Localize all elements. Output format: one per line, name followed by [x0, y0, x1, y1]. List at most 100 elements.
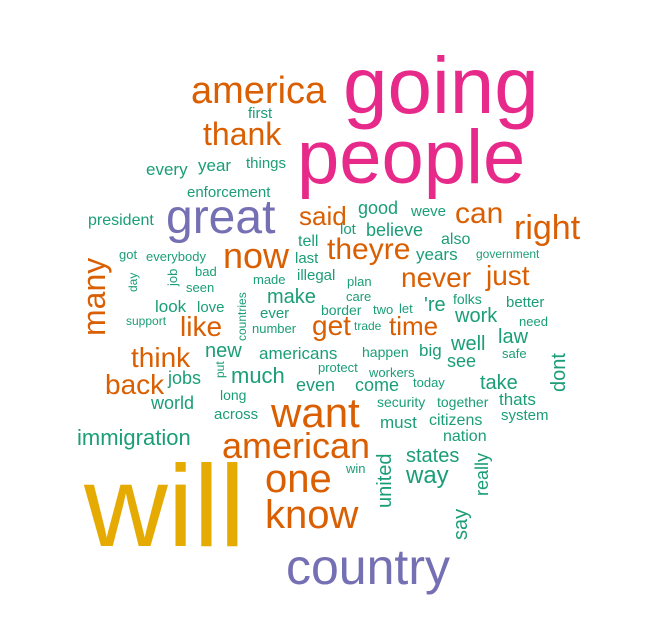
word-country: country	[286, 539, 450, 595]
word-good: good	[358, 198, 399, 218]
word-security: security	[377, 394, 426, 410]
word-lot: lot	[340, 221, 356, 238]
word-even: even	[296, 375, 336, 395]
word-government: government	[476, 247, 540, 261]
word-theyre: theyre	[327, 233, 411, 266]
word-things: things	[246, 155, 287, 172]
word-made: made	[253, 272, 286, 287]
word-seen: seen	[186, 280, 215, 295]
word-care: care	[346, 289, 372, 304]
word-way: way	[406, 462, 449, 489]
word-big: big	[419, 341, 442, 360]
word-nation: nation	[443, 428, 487, 445]
word-one: one	[265, 457, 332, 501]
word-win: win	[346, 461, 366, 476]
word-law: law	[498, 326, 529, 348]
word-world: world	[151, 393, 195, 413]
word-new: new	[205, 340, 242, 362]
word-years: years	[416, 245, 458, 264]
word-countries: countries	[235, 292, 249, 341]
word-jobs: jobs	[168, 368, 202, 388]
word-workers: workers	[369, 365, 415, 380]
word-weve: weve	[411, 203, 447, 220]
word-get: get	[312, 310, 351, 341]
word-believe: believe	[366, 220, 424, 240]
word-just: just	[486, 260, 530, 291]
word-year: year	[198, 156, 232, 175]
word-job: job	[165, 268, 180, 286]
word-today: today	[413, 375, 445, 390]
word-right: right	[514, 209, 581, 247]
word-protect: protect	[318, 360, 358, 375]
word-must: must	[380, 413, 417, 432]
word-great: great	[166, 191, 276, 244]
word-first: first	[248, 105, 273, 122]
word-see: see	[447, 351, 477, 371]
word-take: take	[480, 372, 518, 394]
word-long: long	[220, 387, 247, 403]
word-never: never	[401, 262, 472, 293]
word-really: really	[472, 452, 492, 496]
word-let: let	[399, 301, 413, 316]
word-number: number	[252, 321, 297, 336]
word-thats: thats	[499, 390, 536, 409]
word-love: love	[197, 299, 225, 316]
word-said: said	[299, 201, 347, 231]
word-tell: tell	[298, 233, 319, 250]
word-americans: americans	[259, 344, 338, 363]
word-going: going	[343, 41, 539, 130]
word-day: day	[126, 272, 140, 292]
word-across: across	[214, 406, 259, 423]
word-folks: folks	[453, 291, 482, 307]
word-put: put	[213, 361, 227, 378]
word-dont: dont	[548, 353, 570, 392]
word-two: two	[373, 302, 394, 317]
word-need: need	[519, 314, 548, 329]
word-say: say	[450, 508, 472, 540]
word-like: like	[180, 311, 223, 342]
word-will: will	[84, 441, 246, 571]
word-much: much	[231, 363, 285, 388]
word-system: system	[501, 407, 549, 424]
word-states: states	[406, 445, 460, 467]
word-now: now	[223, 235, 290, 276]
word-also: also	[441, 231, 471, 248]
word-thank: thank	[203, 116, 282, 152]
word-every: every	[146, 160, 188, 179]
word-work: work	[455, 305, 498, 327]
word-trade: trade	[354, 319, 382, 333]
word-back: back	[105, 369, 165, 400]
word-well: well	[451, 333, 486, 355]
word-bad: bad	[195, 264, 217, 279]
word-got: got	[119, 247, 138, 262]
word-citizens: citizens	[429, 412, 483, 429]
word-want: want	[271, 389, 360, 436]
word-ever: ever	[260, 305, 290, 322]
word-time: time	[389, 311, 439, 341]
word-everybody: everybody	[146, 249, 206, 264]
word-immigration: immigration	[77, 425, 191, 450]
word-american: american	[222, 425, 371, 466]
word-know: know	[265, 493, 359, 537]
word-look: look	[155, 297, 187, 316]
word-can: can	[455, 197, 504, 230]
word-support: support	[126, 314, 167, 328]
word-re: 're	[424, 294, 446, 316]
word-president: president	[88, 212, 154, 229]
word-safe: safe	[502, 346, 527, 361]
word-come: come	[355, 375, 400, 395]
word-think: think	[131, 342, 191, 373]
word-people: people	[297, 115, 526, 200]
word-united: united	[374, 453, 396, 509]
word-enforcement: enforcement	[187, 184, 271, 201]
word-make: make	[267, 286, 316, 308]
word-illegal: illegal	[297, 267, 336, 284]
word-together: together	[437, 394, 489, 410]
word-better: better	[506, 294, 545, 311]
word-many: many	[76, 257, 112, 336]
word-plan: plan	[347, 274, 372, 289]
word-border: border	[321, 302, 362, 318]
word-america: america	[191, 70, 327, 112]
word-happen: happen	[362, 344, 409, 360]
